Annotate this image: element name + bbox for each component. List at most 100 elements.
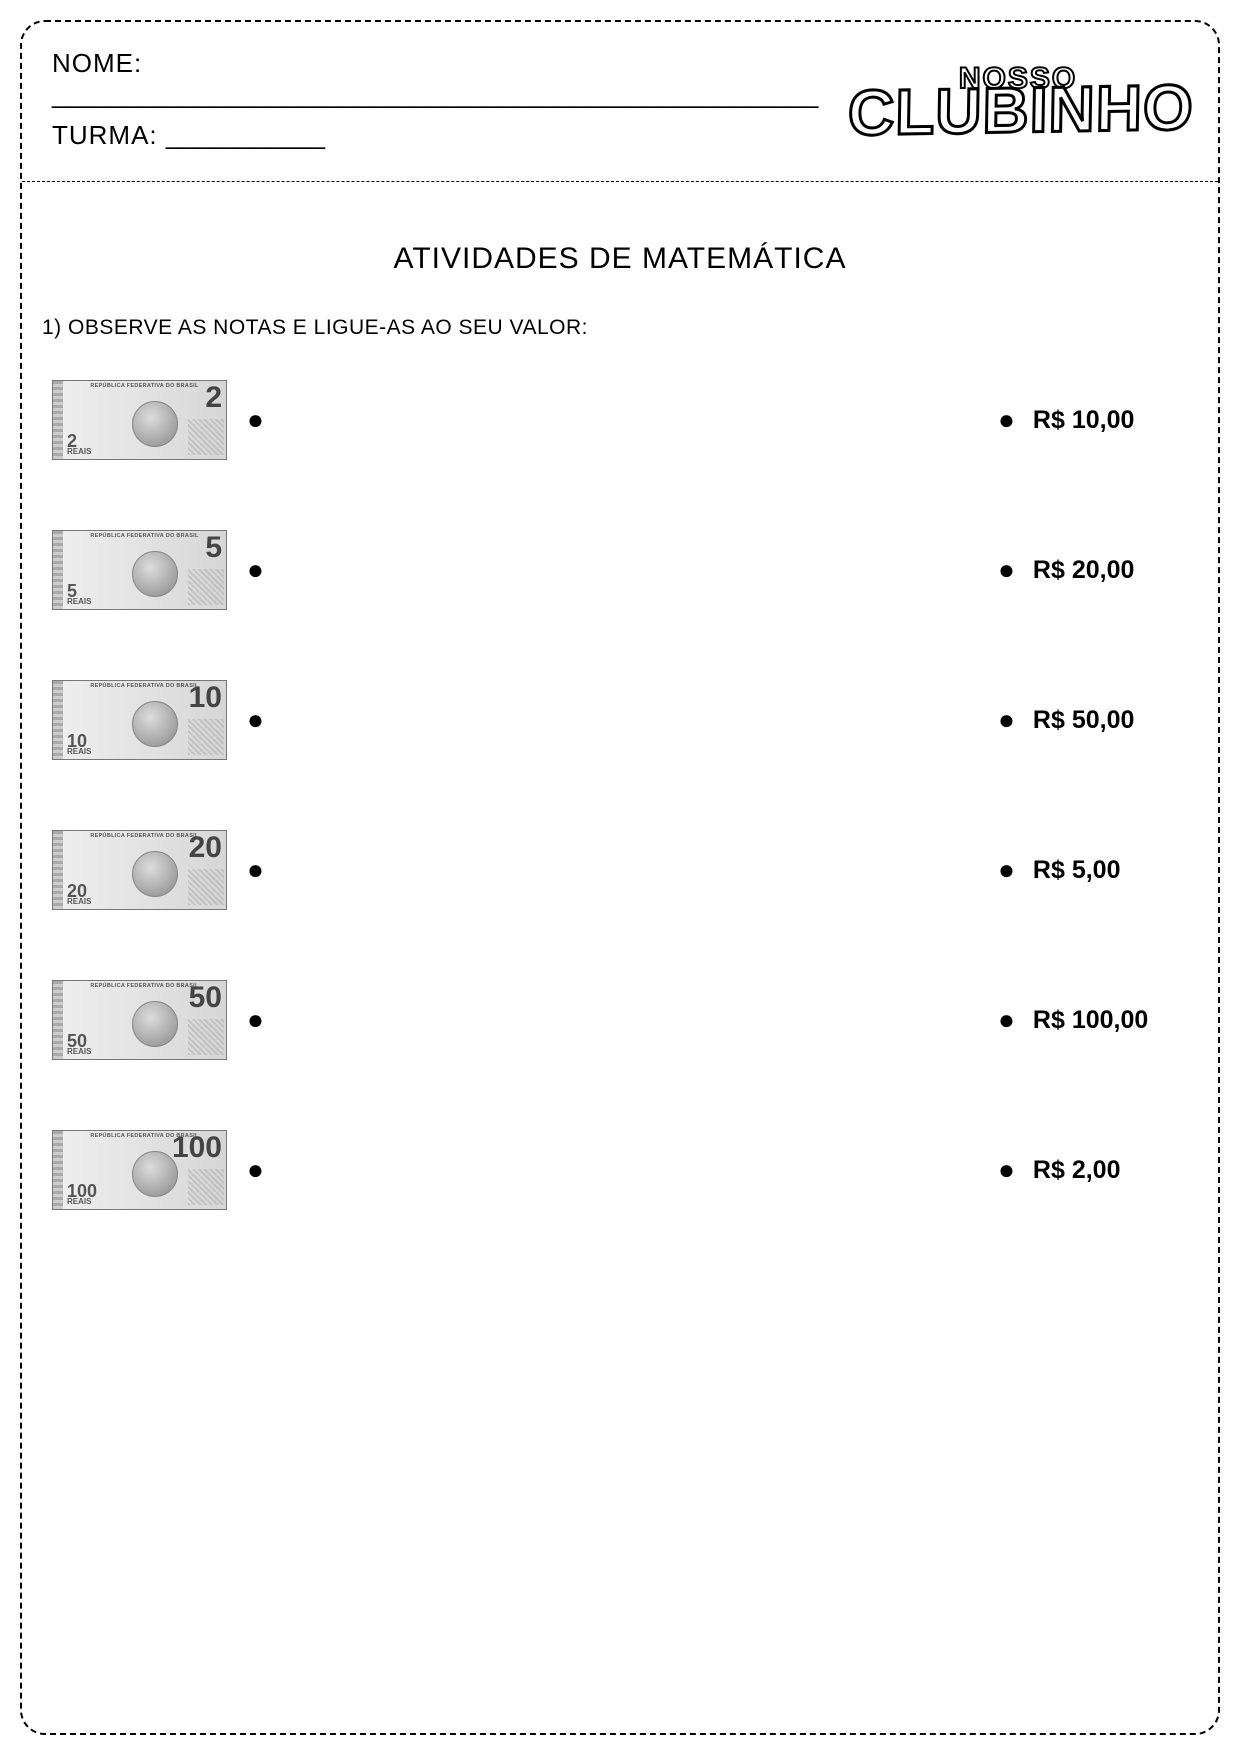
- banknote-icon: REPÚBLICA FEDERATIVA DO BRASIL 2 2 REAIS: [52, 380, 227, 460]
- note-strip: [53, 381, 63, 459]
- right-bullet: ●: [998, 1006, 1015, 1034]
- logo: NOSSO CLUBINHO: [848, 67, 1188, 136]
- note-denom-large: 100: [172, 1131, 222, 1165]
- right-bullet: ●: [998, 706, 1015, 734]
- banknote-icon: REPÚBLICA FEDERATIVA DO BRASIL 5 5 REAIS: [52, 530, 227, 610]
- left-bullet: ●: [247, 1156, 264, 1184]
- note-unit: REAIS: [67, 749, 91, 756]
- worksheet-page: NOME: __________________________________…: [20, 20, 1220, 1735]
- row-right: ● R$ 2,00: [998, 1156, 1188, 1185]
- note-strip: [53, 831, 63, 909]
- note-strip: [53, 981, 63, 1059]
- note-pattern: [188, 569, 224, 605]
- page-title: ATIVIDADES DE MATEMÁTICA: [42, 242, 1198, 276]
- header-left: NOME: __________________________________…: [52, 42, 848, 161]
- value-label: R$ 10,00: [1033, 406, 1134, 435]
- note-denom-large: 2: [205, 381, 222, 415]
- row-left: REPÚBLICA FEDERATIVA DO BRASIL 2 2 REAIS…: [52, 380, 264, 460]
- note-face-icon: [132, 701, 178, 747]
- matching-rows: REPÚBLICA FEDERATIVA DO BRASIL 2 2 REAIS…: [42, 380, 1198, 1210]
- note-pattern: [188, 1019, 224, 1055]
- note-pattern: [188, 719, 224, 755]
- name-field: NOME: __________________________________…: [52, 48, 848, 110]
- note-pattern: [188, 869, 224, 905]
- value-label: R$ 5,00: [1033, 856, 1121, 885]
- note-header: REPÚBLICA FEDERATIVA DO BRASIL: [67, 534, 222, 540]
- note-strip: [53, 531, 63, 609]
- note-unit: REAIS: [67, 899, 91, 906]
- right-bullet: ●: [998, 1156, 1015, 1184]
- right-bullet: ●: [998, 556, 1015, 584]
- match-row: REPÚBLICA FEDERATIVA DO BRASIL 5 5 REAIS…: [52, 530, 1188, 610]
- match-row: REPÚBLICA FEDERATIVA DO BRASIL 10 10 REA…: [52, 680, 1188, 760]
- match-row: REPÚBLICA FEDERATIVA DO BRASIL 2 2 REAIS…: [52, 380, 1188, 460]
- row-right: ● R$ 50,00: [998, 706, 1188, 735]
- note-denom-large: 5: [205, 531, 222, 565]
- row-left: REPÚBLICA FEDERATIVA DO BRASIL 10 10 REA…: [52, 680, 264, 760]
- row-right: ● R$ 10,00: [998, 406, 1188, 435]
- note-denom-small: 2 REAIS: [67, 434, 91, 456]
- note-body: REPÚBLICA FEDERATIVA DO BRASIL 10 10 REA…: [63, 681, 226, 759]
- row-left: REPÚBLICA FEDERATIVA DO BRASIL 100 100 R…: [52, 1130, 264, 1210]
- note-denom-large: 50: [189, 981, 222, 1015]
- row-left: REPÚBLICA FEDERATIVA DO BRASIL 50 50 REA…: [52, 980, 264, 1060]
- note-unit: REAIS: [67, 599, 91, 606]
- note-body: REPÚBLICA FEDERATIVA DO BRASIL 5 5 REAIS: [63, 531, 226, 609]
- class-label: TURMA:: [52, 120, 158, 150]
- note-face-icon: [132, 551, 178, 597]
- note-face-icon: [132, 1001, 178, 1047]
- note-unit: REAIS: [67, 449, 91, 456]
- note-denom-small: 10 REAIS: [67, 734, 91, 756]
- note-denom-small: 5 REAIS: [67, 584, 91, 606]
- class-blank[interactable]: ___________: [166, 120, 325, 150]
- note-denom-small: 50 REAIS: [67, 1034, 91, 1056]
- right-bullet: ●: [998, 406, 1015, 434]
- content: ATIVIDADES DE MATEMÁTICA 1) OBSERVE AS N…: [22, 182, 1218, 1240]
- value-label: R$ 2,00: [1033, 1156, 1121, 1185]
- name-blank[interactable]: ________________________________________…: [52, 79, 818, 109]
- right-bullet: ●: [998, 856, 1015, 884]
- left-bullet: ●: [247, 706, 264, 734]
- note-denom-large: 20: [189, 831, 222, 865]
- note-strip: [53, 1131, 63, 1209]
- note-face-icon: [132, 851, 178, 897]
- note-header: REPÚBLICA FEDERATIVA DO BRASIL: [67, 384, 222, 390]
- banknote-icon: REPÚBLICA FEDERATIVA DO BRASIL 50 50 REA…: [52, 980, 227, 1060]
- value-label: R$ 20,00: [1033, 556, 1134, 585]
- left-bullet: ●: [247, 556, 264, 584]
- note-body: REPÚBLICA FEDERATIVA DO BRASIL 20 20 REA…: [63, 831, 226, 909]
- row-right: ● R$ 20,00: [998, 556, 1188, 585]
- note-strip: [53, 681, 63, 759]
- note-pattern: [188, 419, 224, 455]
- match-row: REPÚBLICA FEDERATIVA DO BRASIL 20 20 REA…: [52, 830, 1188, 910]
- instruction-text: 1) OBSERVE AS NOTAS E LIGUE-AS AO SEU VA…: [42, 316, 1198, 340]
- left-bullet: ●: [247, 406, 264, 434]
- left-bullet: ●: [247, 1006, 264, 1034]
- note-body: REPÚBLICA FEDERATIVA DO BRASIL 50 50 REA…: [63, 981, 226, 1059]
- note-denom-small: 20 REAIS: [67, 884, 91, 906]
- note-face-icon: [132, 401, 178, 447]
- value-label: R$ 100,00: [1033, 1006, 1148, 1035]
- note-body: REPÚBLICA FEDERATIVA DO BRASIL 100 100 R…: [63, 1131, 226, 1209]
- banknote-icon: REPÚBLICA FEDERATIVA DO BRASIL 100 100 R…: [52, 1130, 227, 1210]
- note-face-icon: [132, 1151, 178, 1197]
- name-label: NOME:: [52, 48, 142, 78]
- row-right: ● R$ 100,00: [998, 1006, 1188, 1035]
- banknote-icon: REPÚBLICA FEDERATIVA DO BRASIL 10 10 REA…: [52, 680, 227, 760]
- row-left: REPÚBLICA FEDERATIVA DO BRASIL 20 20 REA…: [52, 830, 264, 910]
- note-denom-large: 10: [189, 681, 222, 715]
- note-body: REPÚBLICA FEDERATIVA DO BRASIL 2 2 REAIS: [63, 381, 226, 459]
- header: NOME: __________________________________…: [22, 22, 1218, 182]
- note-pattern: [188, 1169, 224, 1205]
- row-left: REPÚBLICA FEDERATIVA DO BRASIL 5 5 REAIS…: [52, 530, 264, 610]
- note-unit: REAIS: [67, 1049, 91, 1056]
- class-field: TURMA: ___________: [52, 120, 848, 151]
- row-right: ● R$ 5,00: [998, 856, 1188, 885]
- logo-main-text: CLUBINHO: [848, 82, 1189, 139]
- match-row: REPÚBLICA FEDERATIVA DO BRASIL 50 50 REA…: [52, 980, 1188, 1060]
- banknote-icon: REPÚBLICA FEDERATIVA DO BRASIL 20 20 REA…: [52, 830, 227, 910]
- note-denom-small: 100 REAIS: [67, 1184, 97, 1206]
- match-row: REPÚBLICA FEDERATIVA DO BRASIL 100 100 R…: [52, 1130, 1188, 1210]
- value-label: R$ 50,00: [1033, 706, 1134, 735]
- left-bullet: ●: [247, 856, 264, 884]
